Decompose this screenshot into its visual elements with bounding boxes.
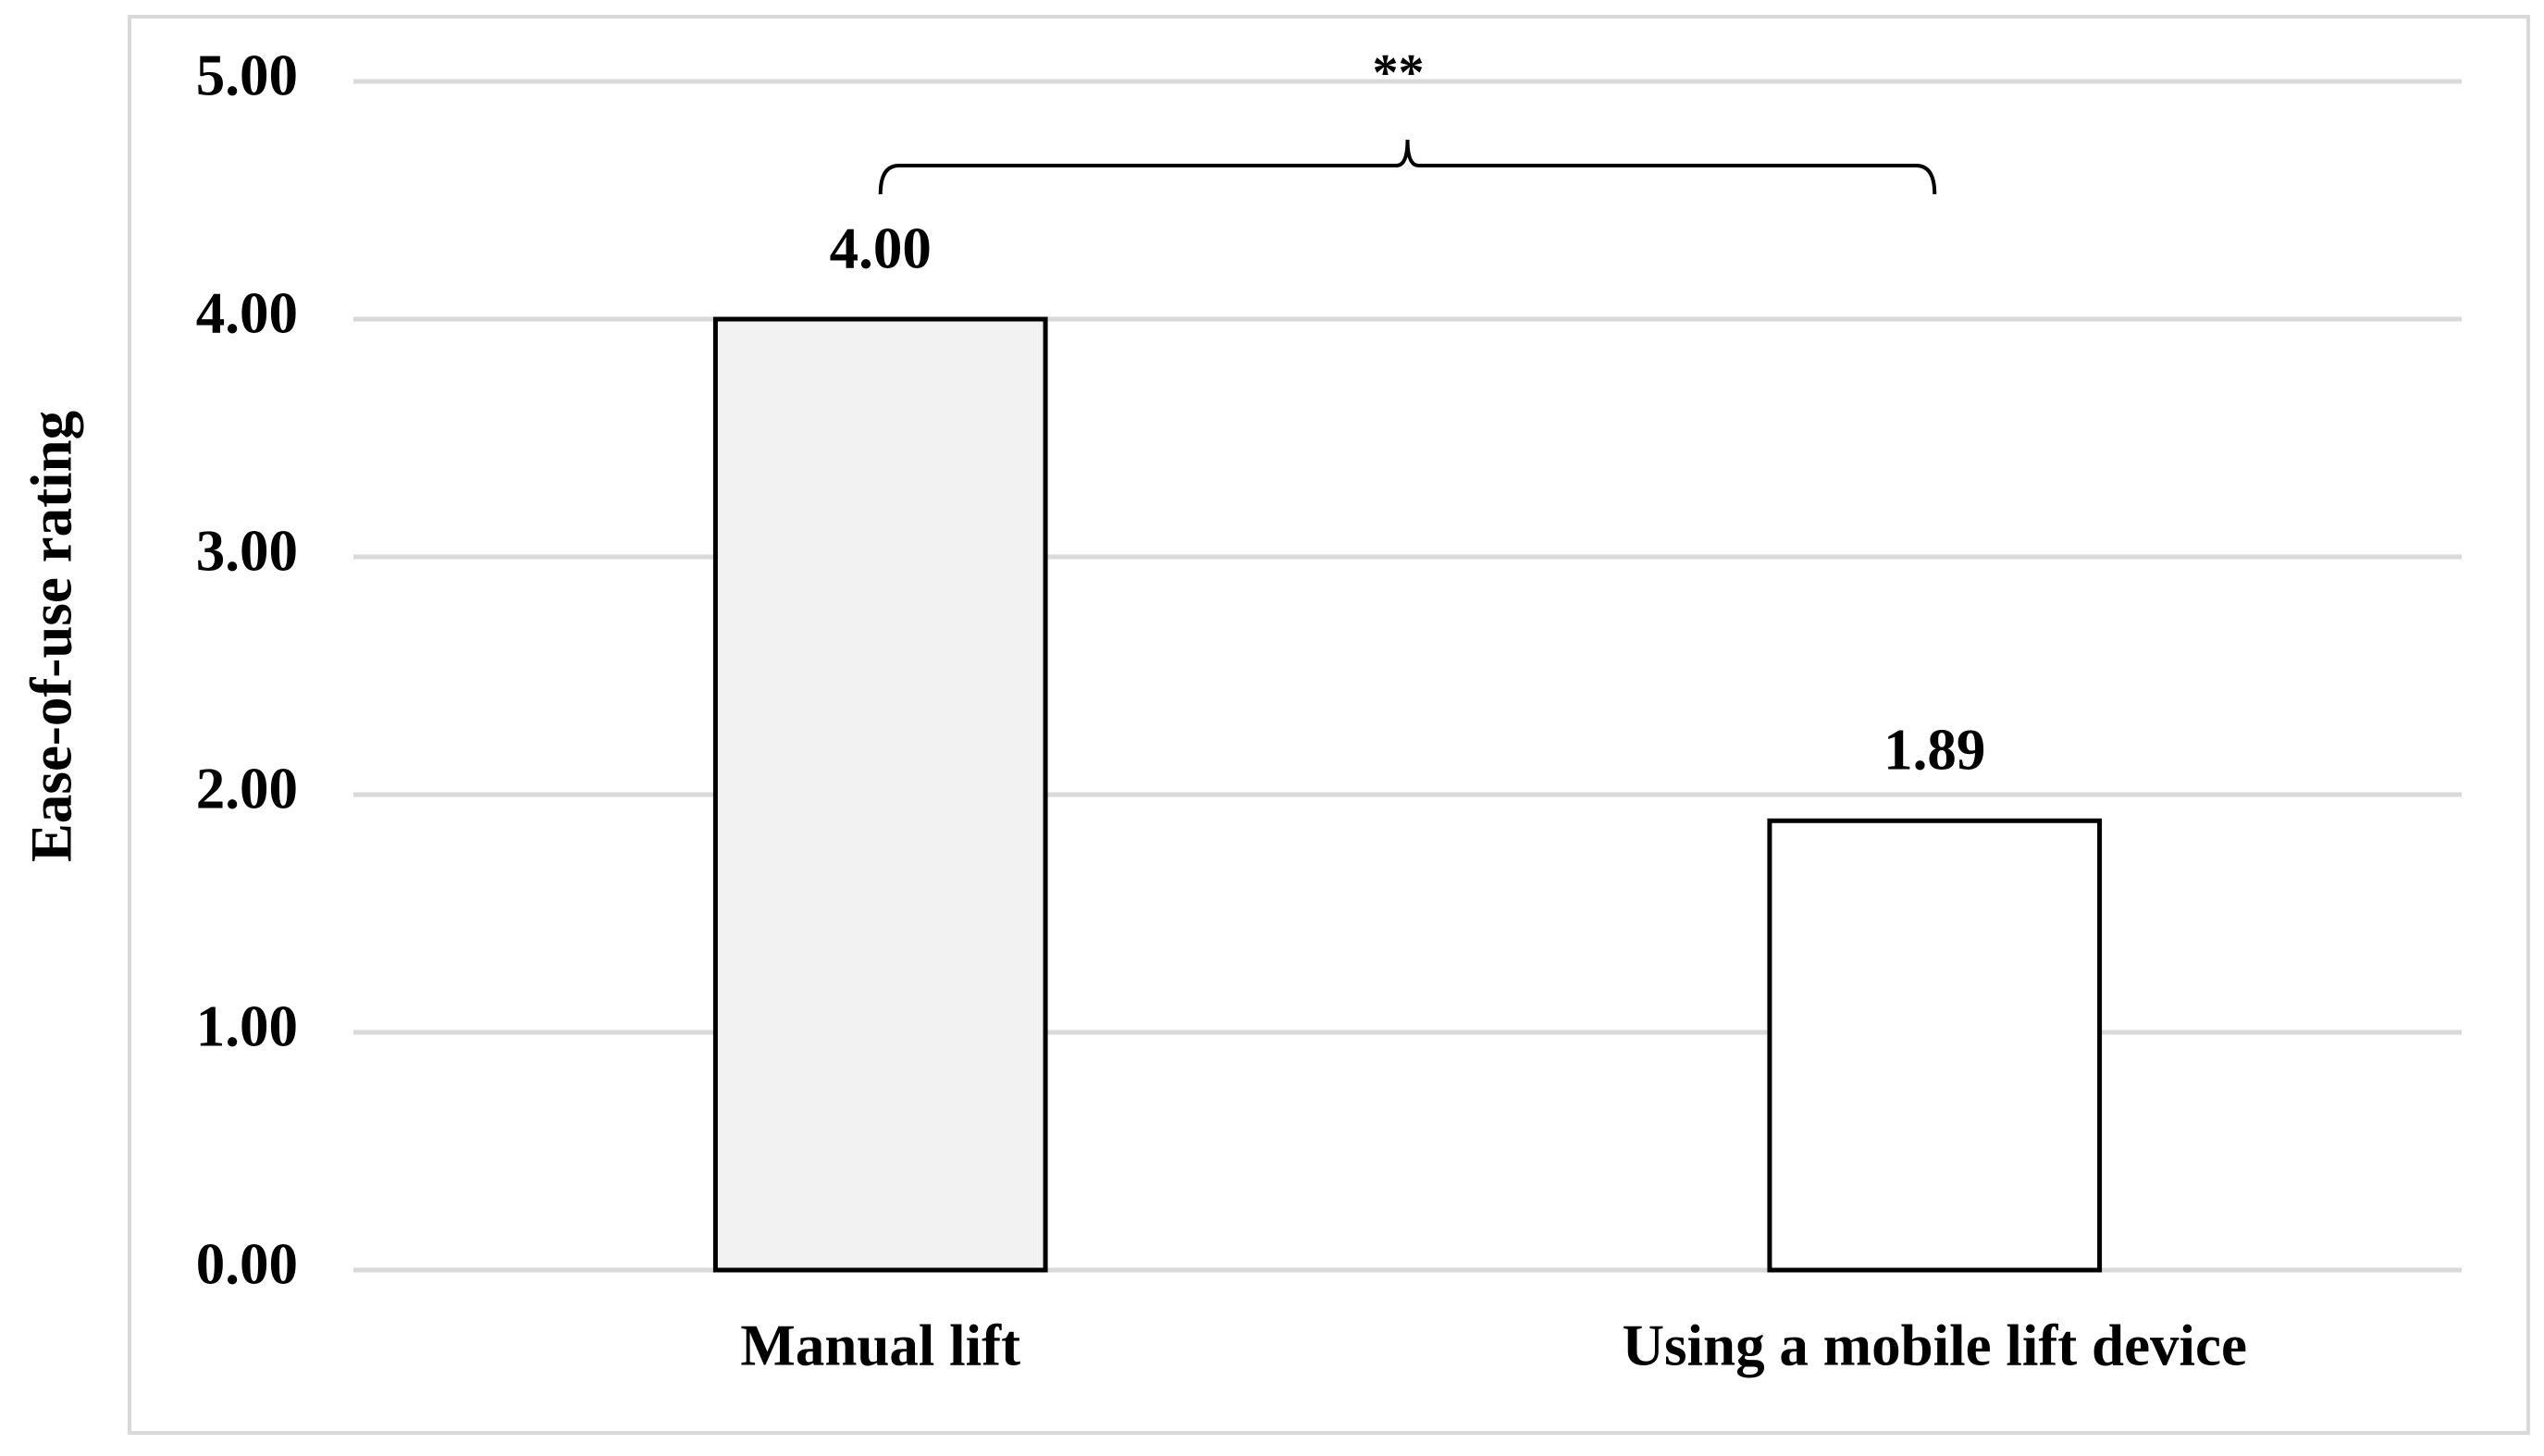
significance-bracket <box>878 139 1937 195</box>
y-tick-label: 2.00 <box>196 756 298 821</box>
x-tick-label: Using a mobile lift device <box>1623 1313 2247 1377</box>
y-tick-label: 4.00 <box>196 280 298 345</box>
y-tick-label: 0.00 <box>196 1231 298 1296</box>
y-axis-label: Ease-of-use rating <box>19 411 83 862</box>
y-tick-label: 3.00 <box>196 518 298 583</box>
value-label: 1.89 <box>1883 718 1985 783</box>
value-label: 4.00 <box>830 216 932 280</box>
chart-frame <box>128 15 2530 1435</box>
y-tick-label: 5.00 <box>196 43 298 107</box>
bar <box>712 316 1048 1273</box>
significance-annotation: ** <box>1373 44 1425 102</box>
x-tick-label: Manual lift <box>740 1313 1020 1377</box>
bar <box>1767 818 2103 1273</box>
y-tick-label: 1.00 <box>196 993 298 1058</box>
